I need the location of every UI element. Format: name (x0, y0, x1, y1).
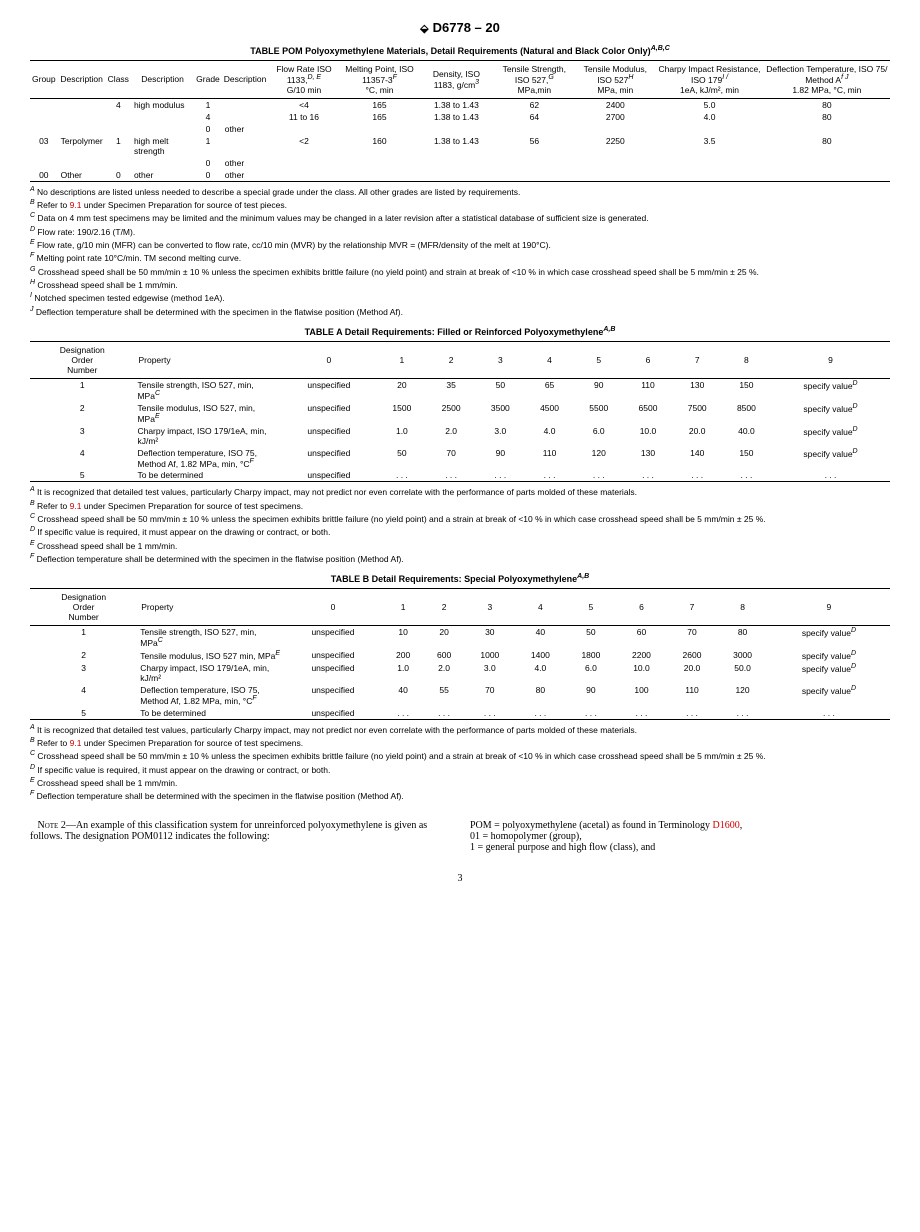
table-a-notes: A It is recognized that detailed test va… (30, 485, 890, 565)
body-paragraph: Note 2—An example of this classification… (30, 820, 890, 853)
link-d1600[interactable]: D1600 (713, 820, 740, 831)
doc-header: ⬙ D6778 – 20 (30, 20, 890, 35)
table-pom-title: TABLE POM Polyoxymethylene Materials, De… (30, 45, 890, 56)
table-a-title: TABLE A Detail Requirements: Filled or R… (30, 326, 890, 337)
table-pom-notes: A No descriptions are listed unless need… (30, 185, 890, 318)
table-b-notes: A It is recognized that detailed test va… (30, 723, 890, 803)
astm-logo: ⬙ (420, 22, 428, 35)
std-number: D6778 – 20 (433, 20, 500, 35)
table-pom: GroupDescriptionClassDescriptionGradeDes… (30, 60, 890, 182)
page-number: 3 (30, 873, 890, 884)
table-a: DesignationOrderNumberProperty0123456789… (30, 341, 890, 482)
table-b: DesignationOrderNumberProperty0123456789… (30, 588, 890, 719)
table-b-title: TABLE B Detail Requirements: Special Pol… (30, 573, 890, 584)
